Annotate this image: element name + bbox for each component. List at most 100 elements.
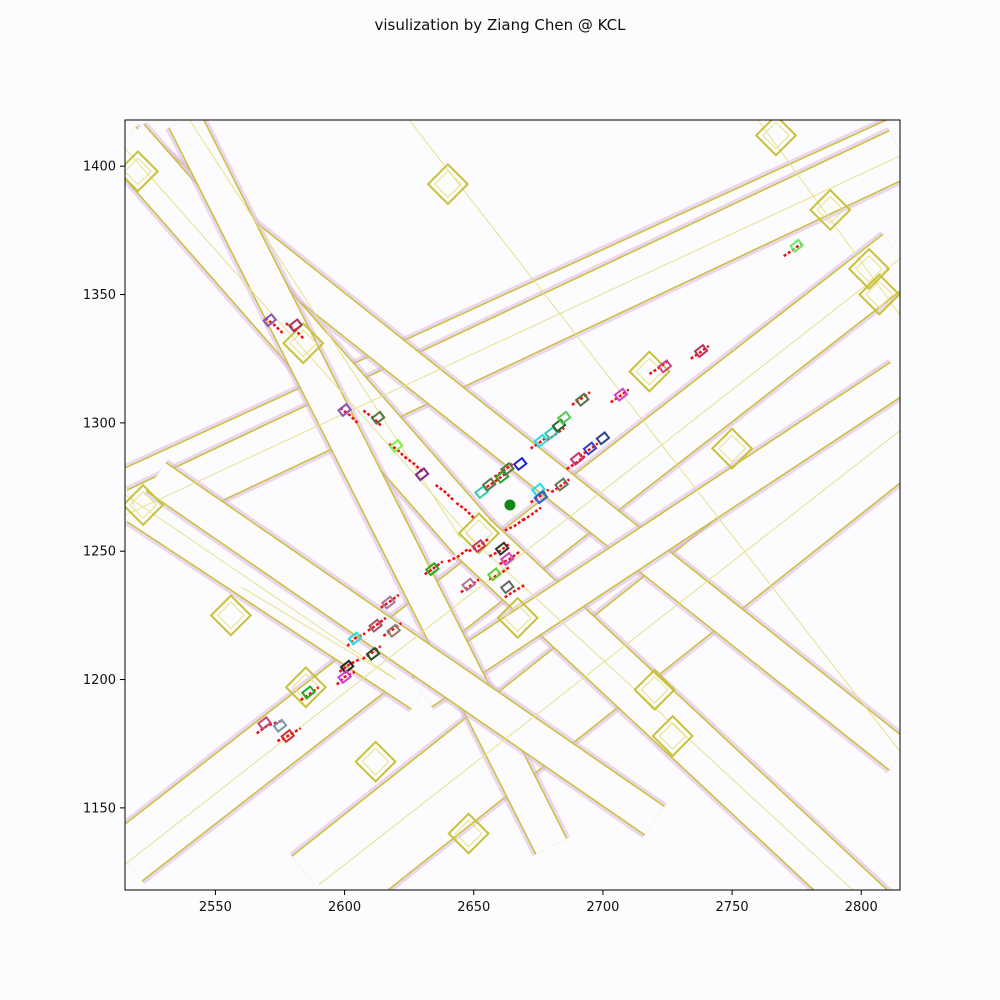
vehicle-box [486,567,502,582]
intersection-inner [658,722,687,750]
intersection-inner [718,434,746,463]
intersection-outline [209,594,253,637]
vehicle-box [339,659,355,674]
intersection-outline [125,150,160,193]
trajectory-line [783,242,803,258]
intersection [847,247,891,291]
intersection-inner [125,157,152,186]
intersection [282,322,325,365]
x-tick-label: 2750 [716,900,749,915]
lane-line [189,120,462,539]
trajectory-line [338,657,361,673]
vehicle-box [595,431,611,446]
lane-line [473,540,854,890]
trajectory-line [499,550,521,566]
intersection-inner [503,604,532,632]
intersection [628,350,671,393]
intersection-outline [858,273,900,316]
vehicle-box [337,402,353,418]
figure-title: visulization by Ziang Chen @ KCL [374,16,626,34]
tick-layer: 2550 2600 2650 2700 2750 2800 1150 1200 1250 1300… [83,160,878,915]
y-tick-label: 1150 [83,801,116,816]
trajectory-line [468,537,490,553]
lane-line [318,430,900,886]
road-surface [412,362,900,707]
vehicle-box [693,343,709,359]
vehicle-box [494,541,510,556]
x-tick-label: 2800 [845,900,878,915]
trajectory-line [454,501,475,519]
vehicle-box [533,433,549,449]
vehicle-box [533,490,549,505]
trajectory-line [529,488,550,504]
intersection [426,162,470,206]
vehicle-box [554,477,570,492]
vehicle-box [499,551,515,567]
axes-frame [124,119,901,891]
vehicle-box [499,579,515,595]
vehicle-box [789,238,805,254]
intersection-outline [284,666,328,709]
intersection-outline [651,714,694,758]
trajectory-line [493,462,514,478]
trajectory-line [387,442,408,460]
trajectory-line [423,560,444,576]
intersection-inner [361,747,390,776]
lane-line [408,120,900,752]
vehicle-box [368,618,384,633]
intersection-inner [640,675,669,704]
y-tick-label: 1300 [83,416,116,431]
intersection [710,427,754,470]
intersection-outline [847,247,891,291]
vehicle-box [414,466,430,482]
trajectory-line [380,593,400,609]
vehicle-box [471,538,487,554]
lane-line [125,155,900,516]
intersection [125,483,165,527]
trajectory-line [571,391,591,406]
intersection-outline [496,596,539,640]
vehicle-box [574,392,590,408]
intersection [651,714,694,758]
trajectory-line [485,473,506,489]
trajectory-line [346,632,366,648]
intersection-inner [762,121,790,150]
lane-line [240,586,397,680]
x-tick-label: 2600 [328,900,361,915]
intersection-inner [434,170,462,199]
trajectory-line [545,426,565,442]
intersection-inner [855,254,883,283]
vehicle-box [370,410,386,425]
vehicle-box [481,477,497,492]
intersection-inner [816,195,845,224]
vehicle-box [613,387,629,402]
trajectory-line [504,516,527,532]
intersection-outline [754,120,798,157]
intersection [209,594,253,637]
intersection [354,740,397,783]
trajectory-line [338,406,359,424]
intersection-outline [809,188,852,232]
vehicle-box [556,410,572,425]
intersection [633,668,676,712]
intersection-outline [710,427,754,470]
vehicle-box [280,728,296,744]
intersection-outline [426,162,470,206]
vehicle-box [386,623,402,639]
y-tick-label: 1400 [83,160,116,175]
lane-line [125,258,900,865]
road-surface [146,463,664,835]
trajectory-line [335,670,356,686]
vehicle-box [257,715,272,731]
intersection-outline [457,512,501,555]
vehicle-box [365,646,381,662]
trajectory-line [276,727,302,743]
y-tick-label: 1350 [83,288,116,303]
trajectory-line [447,547,470,563]
vehicle-box [424,561,440,577]
intersection-outline [447,812,490,855]
intersection-inner [129,491,157,519]
intersection [858,273,900,316]
vehicle-box [582,441,598,456]
vehicle-box [381,595,396,610]
